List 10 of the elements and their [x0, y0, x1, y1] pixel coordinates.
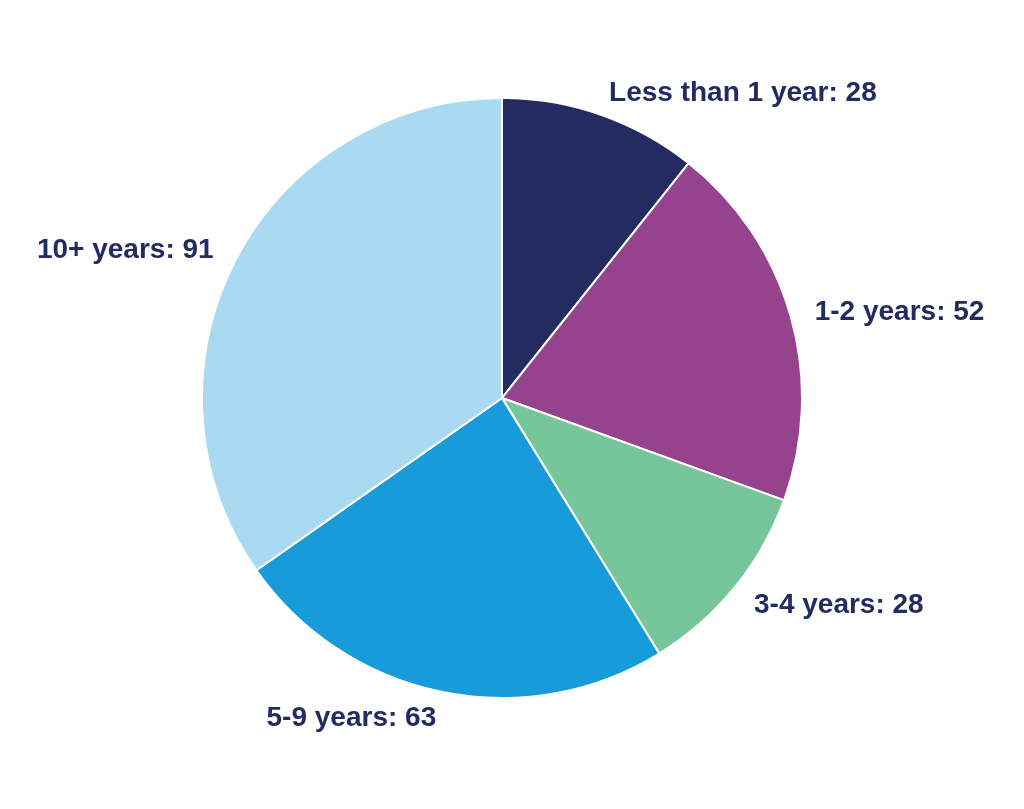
slice-label: 3-4 years — [754, 587, 876, 619]
data-label: : 28 — [875, 587, 924, 619]
data-label: : 91 — [165, 232, 214, 264]
slice-label: 1-2 years — [814, 294, 937, 325]
slice-label: Less than 1 year — [609, 75, 829, 107]
slice-label: 5-9 years — [266, 700, 388, 732]
data-label: : 28 — [828, 75, 877, 107]
data-label: : 63 — [387, 700, 437, 732]
data-label: : 52 — [936, 294, 985, 325]
slice-label: 10+ years — [36, 232, 166, 264]
